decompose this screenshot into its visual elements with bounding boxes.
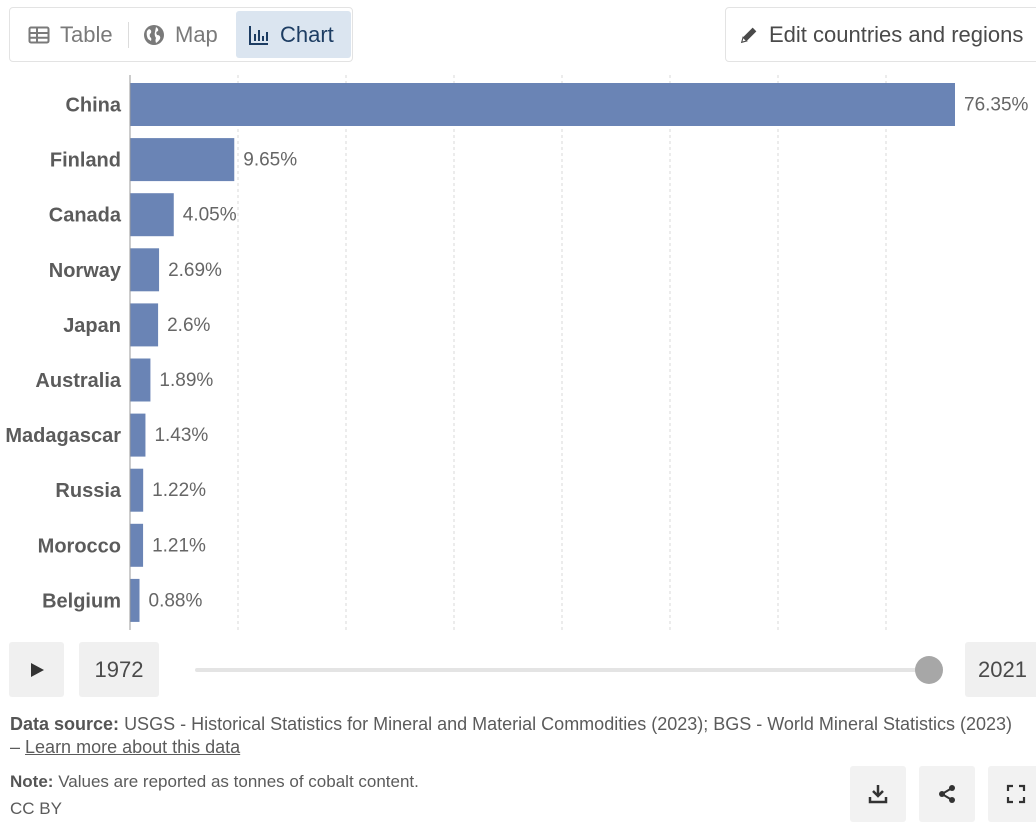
value-label: 1.22% — [152, 480, 206, 501]
category-label: Morocco — [38, 535, 121, 557]
category-label: Japan — [63, 315, 121, 337]
bar-morocco[interactable] — [130, 523, 144, 567]
chart-icon — [249, 25, 268, 45]
play-button[interactable] — [9, 642, 64, 697]
category-label: Canada — [49, 205, 122, 227]
globe-icon — [144, 24, 164, 45]
category-labels: China Finland Canada Norway Japan Australia Ma… — [5, 95, 121, 613]
category-label: Madagascar — [5, 425, 121, 447]
category-label: Russia — [55, 480, 121, 502]
gridlines — [237, 75, 887, 630]
view-tab-bar: Table Map Chart — [9, 7, 353, 62]
timeline-slider-handle[interactable] — [915, 656, 943, 684]
source-label: Data source: — [10, 714, 120, 734]
start-year[interactable]: 1972 — [79, 642, 159, 697]
play-icon — [30, 662, 44, 677]
note: Note: Values are reported as tonnes of c… — [10, 772, 419, 792]
tab-table[interactable]: Table — [14, 11, 128, 58]
category-label: Norway — [49, 260, 122, 282]
end-year[interactable]: 2021 — [965, 642, 1036, 697]
bar-australia[interactable] — [130, 358, 151, 402]
download-icon — [868, 785, 888, 804]
pencil-icon — [740, 27, 757, 43]
tab-chart[interactable]: Chart — [236, 11, 351, 58]
value-label: 1.43% — [154, 425, 208, 446]
value-labels: 76.35% 9.65% 4.05% 2.69% 2.6% 1.89% 1.43% 1.22%… — [149, 95, 1029, 612]
note-label: Note: — [10, 772, 54, 791]
bar-finland[interactable] — [130, 138, 235, 182]
value-label: 9.65% — [243, 150, 297, 171]
edit-countries-label: Edit countries and regions — [769, 21, 1024, 47]
source-text: USGS - Historical Statistics for Mineral… — [10, 714, 1013, 757]
fullscreen-icon — [1006, 784, 1026, 804]
tab-chart-label: Chart — [280, 21, 334, 47]
tab-map-label: Map — [175, 21, 218, 47]
value-label: 4.05% — [183, 205, 237, 226]
bar-chart: China Finland Canada Norway Japan Australia Ma… — [5, 75, 1029, 630]
table-icon — [28, 26, 50, 43]
value-label: 2.6% — [167, 315, 210, 336]
tab-divider — [128, 22, 129, 48]
category-label: China — [65, 95, 121, 117]
category-label: Belgium — [42, 590, 121, 612]
bar-belgium[interactable] — [130, 578, 140, 622]
data-source: Data source: USGS - Historical Statistic… — [10, 713, 1020, 759]
edit-countries-button[interactable]: Edit countries and regions — [725, 7, 1036, 62]
bar-canada[interactable] — [130, 193, 174, 237]
value-label: 76.35% — [964, 95, 1029, 116]
value-label: 1.21% — [152, 535, 206, 556]
bar-china[interactable] — [130, 83, 955, 126]
category-label: Australia — [35, 370, 121, 392]
bars — [130, 83, 955, 622]
share-icon — [939, 785, 955, 803]
fullscreen-button[interactable] — [988, 766, 1036, 822]
download-button[interactable] — [850, 766, 906, 822]
bar-japan[interactable] — [130, 303, 159, 347]
bar-norway[interactable] — [130, 248, 160, 292]
learn-more-link[interactable]: Learn more about this data — [25, 737, 241, 757]
timeline-slider-track[interactable] — [195, 668, 930, 672]
bar-russia[interactable] — [130, 468, 144, 512]
value-label: 2.69% — [168, 260, 222, 281]
license: CC BY — [10, 799, 62, 818]
note-text: Values are reported as tonnes of cobalt … — [58, 772, 419, 791]
tab-table-label: Table — [60, 21, 113, 47]
value-label: 0.88% — [149, 590, 203, 611]
value-label: 1.89% — [159, 370, 213, 391]
share-button[interactable] — [919, 766, 975, 822]
category-label: Finland — [50, 150, 121, 172]
bar-madagascar[interactable] — [130, 413, 146, 457]
tab-map[interactable]: Map — [132, 11, 236, 58]
